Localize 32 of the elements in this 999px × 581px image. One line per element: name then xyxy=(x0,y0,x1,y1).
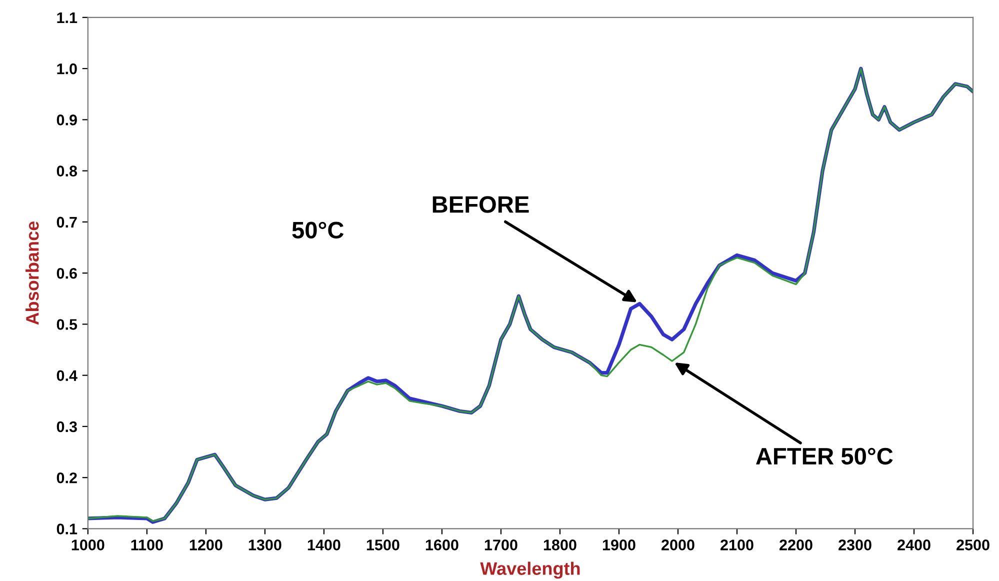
x-tick-label: 1000 xyxy=(72,540,104,550)
y-tick-label: 0.4 xyxy=(56,370,78,382)
x-tick-label: 2300 xyxy=(838,540,872,550)
annotation: BEFORE xyxy=(432,196,529,213)
y-tick-label: 0.6 xyxy=(56,268,77,279)
x-tick-label: 1100 xyxy=(131,540,163,550)
x-tick-label: 2400 xyxy=(898,540,930,550)
x-tick-label: 1500 xyxy=(366,540,400,550)
y-tick-label: 0.3 xyxy=(56,421,77,432)
x-tick-label: 2200 xyxy=(780,540,812,550)
x-tick-label: 1800 xyxy=(544,540,576,550)
x-tick-label: 1300 xyxy=(248,540,282,550)
x-tick-label: 2500 xyxy=(956,540,990,550)
y-tick-label: 0.1 xyxy=(56,524,78,534)
y-tick-label: 0.2 xyxy=(56,472,77,484)
annotation: AFTER 50°C xyxy=(756,448,893,465)
y-axis-title: Absorbance xyxy=(26,222,39,325)
y-tick-label: 1.1 xyxy=(57,12,78,23)
x-tick-label: 1200 xyxy=(190,540,222,550)
x-tick-label: 2100 xyxy=(720,540,754,550)
y-tick-label: 1.0 xyxy=(57,63,77,74)
y-tick-label: 0.7 xyxy=(56,216,77,228)
x-tick-label: 1900 xyxy=(602,540,636,550)
y-tick-label: 0.5 xyxy=(56,319,78,330)
x-axis-title: Wavelength xyxy=(480,562,580,579)
y-tick-label: 0.8 xyxy=(56,166,78,176)
x-tick-label: 1700 xyxy=(484,540,518,550)
x-tick-label: 1600 xyxy=(426,540,458,550)
x-tick-label: 1400 xyxy=(308,540,340,550)
y-tick-label: 0.9 xyxy=(56,114,77,126)
x-tick-label: 2000 xyxy=(662,540,694,550)
annotation: 50°C xyxy=(292,222,344,239)
